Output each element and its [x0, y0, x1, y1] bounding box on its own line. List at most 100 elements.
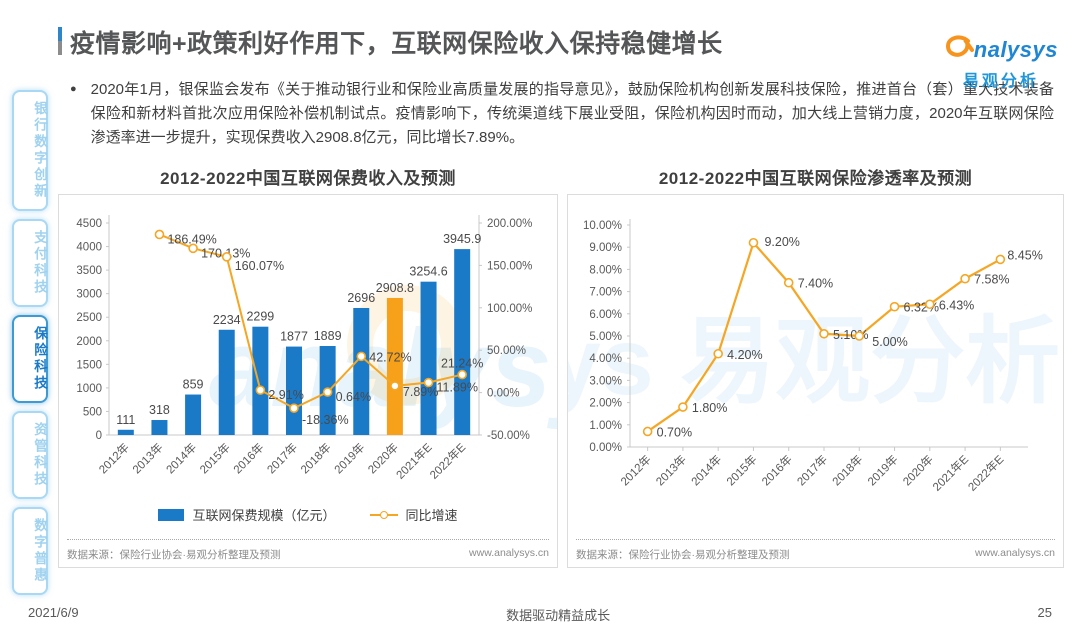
sidebar-item-insurance-tech[interactable]: 保险科技: [12, 315, 48, 403]
x-tick-label: 2019年: [865, 452, 901, 488]
header: 疫情影响+政策利好作用下，互联网保险收入保持稳健增长: [58, 24, 1080, 60]
svg-text:7.89%: 7.89%: [403, 385, 438, 399]
svg-text:2299: 2299: [246, 310, 274, 324]
sidebar-item-bank-digital[interactable]: 银行数字创新: [12, 90, 48, 211]
x-tick-label: 2014年: [688, 452, 724, 488]
growth-marker: [289, 403, 299, 413]
right-website: www.analysys.cn: [975, 547, 1055, 559]
svg-text:2014年: 2014年: [163, 440, 199, 476]
x-tick-label: 2015年: [723, 452, 759, 488]
svg-text:1500: 1500: [76, 359, 102, 371]
svg-text:2013年: 2013年: [653, 452, 689, 488]
growth-marker: [390, 381, 400, 391]
x-tick-label: 2012年: [96, 440, 132, 476]
svg-text:0.00%: 0.00%: [487, 388, 520, 400]
svg-text:186.49%: 186.49%: [167, 232, 216, 246]
growth-marker: [322, 387, 333, 397]
x-tick-label: 2021年E: [930, 452, 972, 494]
x-tick-label: 2013年: [129, 440, 165, 476]
sidebar-item-payment-tech[interactable]: 支付科技: [12, 219, 48, 307]
x-tick-label: 2022年E: [965, 452, 1007, 494]
left-source-note: 数据来源：保险行业协会·易观分析整理及预测: [67, 549, 281, 561]
bar: [353, 307, 370, 435]
x-tick-label: 2016年: [759, 452, 795, 488]
svg-text:8.45%: 8.45%: [1007, 248, 1042, 262]
svg-text:21.24%: 21.24%: [441, 357, 483, 371]
growth-line: [159, 233, 463, 410]
svg-text:500: 500: [83, 406, 102, 418]
svg-text:2908.8: 2908.8: [376, 281, 414, 295]
x-tick-label: 2013年: [653, 452, 689, 488]
svg-text:9.00%: 9.00%: [589, 242, 622, 254]
svg-text:2014年: 2014年: [688, 452, 724, 488]
svg-text:2019年: 2019年: [865, 452, 901, 488]
penetration-marker: [713, 348, 723, 359]
bar: [386, 297, 403, 435]
growth-marker: [221, 252, 232, 262]
x-tick-label: 2014年: [163, 440, 199, 476]
svg-text:4.00%: 4.00%: [589, 353, 622, 365]
svg-text:4000: 4000: [76, 242, 102, 254]
x-tick-label: 2012年: [618, 452, 654, 488]
penetration-chart-panel: ys 易观分析 0.00% 1.00% 2.00% 3.00% 4.00% 5.00% 6.…: [567, 194, 1064, 568]
svg-text:3.00%: 3.00%: [589, 375, 622, 387]
svg-text:3945.9: 3945.9: [443, 232, 481, 246]
penetration-marker: [854, 331, 865, 341]
svg-text:2.00%: 2.00%: [589, 398, 622, 410]
sidebar-item-asset-mgmt-tech[interactable]: 资管科技: [12, 411, 48, 499]
x-tick-label: 2017年: [264, 440, 300, 476]
growth-marker: [457, 369, 467, 380]
penetration-marker: [889, 301, 900, 312]
svg-text:1877: 1877: [280, 330, 308, 344]
x-tick-label: 2020年: [900, 452, 936, 488]
svg-text:6.43%: 6.43%: [939, 298, 974, 312]
svg-text:1.80%: 1.80%: [692, 401, 727, 415]
growth-marker: [154, 229, 165, 240]
svg-text:2022年E: 2022年E: [965, 452, 1007, 494]
legend-line-swatch: [369, 510, 398, 519]
penetration-marker: [995, 254, 1006, 265]
svg-text:2019年: 2019年: [331, 440, 367, 476]
growth-marker: [356, 351, 367, 362]
svg-text:10.00%: 10.00%: [583, 220, 622, 232]
analysys-logo: nalysys 易观分析: [944, 34, 1058, 91]
bar: [420, 281, 437, 435]
bar: [218, 329, 235, 435]
svg-text:100.00%: 100.00%: [487, 303, 532, 315]
svg-text:9.20%: 9.20%: [764, 235, 799, 249]
svg-text:0.70%: 0.70%: [657, 425, 692, 439]
premium-chart-panel: analysys 0500100015002000250030003500400…: [58, 194, 558, 568]
svg-text:2017年: 2017年: [794, 452, 830, 488]
svg-text:2015年: 2015年: [197, 440, 233, 476]
legend-line-label: 同比增速: [405, 508, 458, 523]
svg-text:-18.36%: -18.36%: [302, 413, 349, 427]
svg-text:2500: 2500: [76, 312, 102, 324]
x-tick-label: 2019年: [331, 440, 367, 476]
premium-chart-legend: 互联网保费规模（亿元） 同比增速: [65, 505, 551, 524]
svg-text:7.58%: 7.58%: [974, 273, 1009, 287]
penetration-marker: [783, 277, 794, 288]
right-source-note: 数据来源：保险行业协会·易观分析整理及预测: [576, 549, 790, 561]
sidebar-item-digital-inclusion[interactable]: 数字普惠: [12, 507, 48, 595]
svg-text:3000: 3000: [76, 289, 102, 301]
penetration-marker: [819, 328, 829, 339]
legend-bar-label: 互联网保费规模（亿元）: [192, 508, 336, 523]
svg-text:0.00%: 0.00%: [589, 442, 622, 454]
logo-swirl-icon: [944, 34, 974, 66]
svg-text:7.00%: 7.00%: [589, 287, 622, 299]
svg-text:150.00%: 150.00%: [487, 260, 532, 272]
premium-chart-title: 2012-2022中国互联网保费收入及预测: [160, 169, 456, 188]
svg-text:3500: 3500: [76, 265, 102, 277]
svg-text:50.00%: 50.00%: [487, 345, 526, 357]
svg-text:6.00%: 6.00%: [589, 309, 622, 321]
svg-text:7.40%: 7.40%: [798, 277, 833, 291]
left-website: www.analysys.cn: [469, 547, 549, 559]
svg-text:2020年: 2020年: [900, 452, 936, 488]
svg-text:2000: 2000: [76, 336, 102, 348]
svg-text:2016年: 2016年: [230, 440, 266, 476]
charts-row: 2012-2022中国互联网保费收入及预测 analysys 050010001…: [58, 164, 1080, 568]
x-tick-label: 2017年: [794, 452, 830, 488]
bullet-icon: ●: [70, 83, 77, 95]
bar: [286, 346, 302, 435]
svg-text:2012年: 2012年: [618, 452, 654, 488]
